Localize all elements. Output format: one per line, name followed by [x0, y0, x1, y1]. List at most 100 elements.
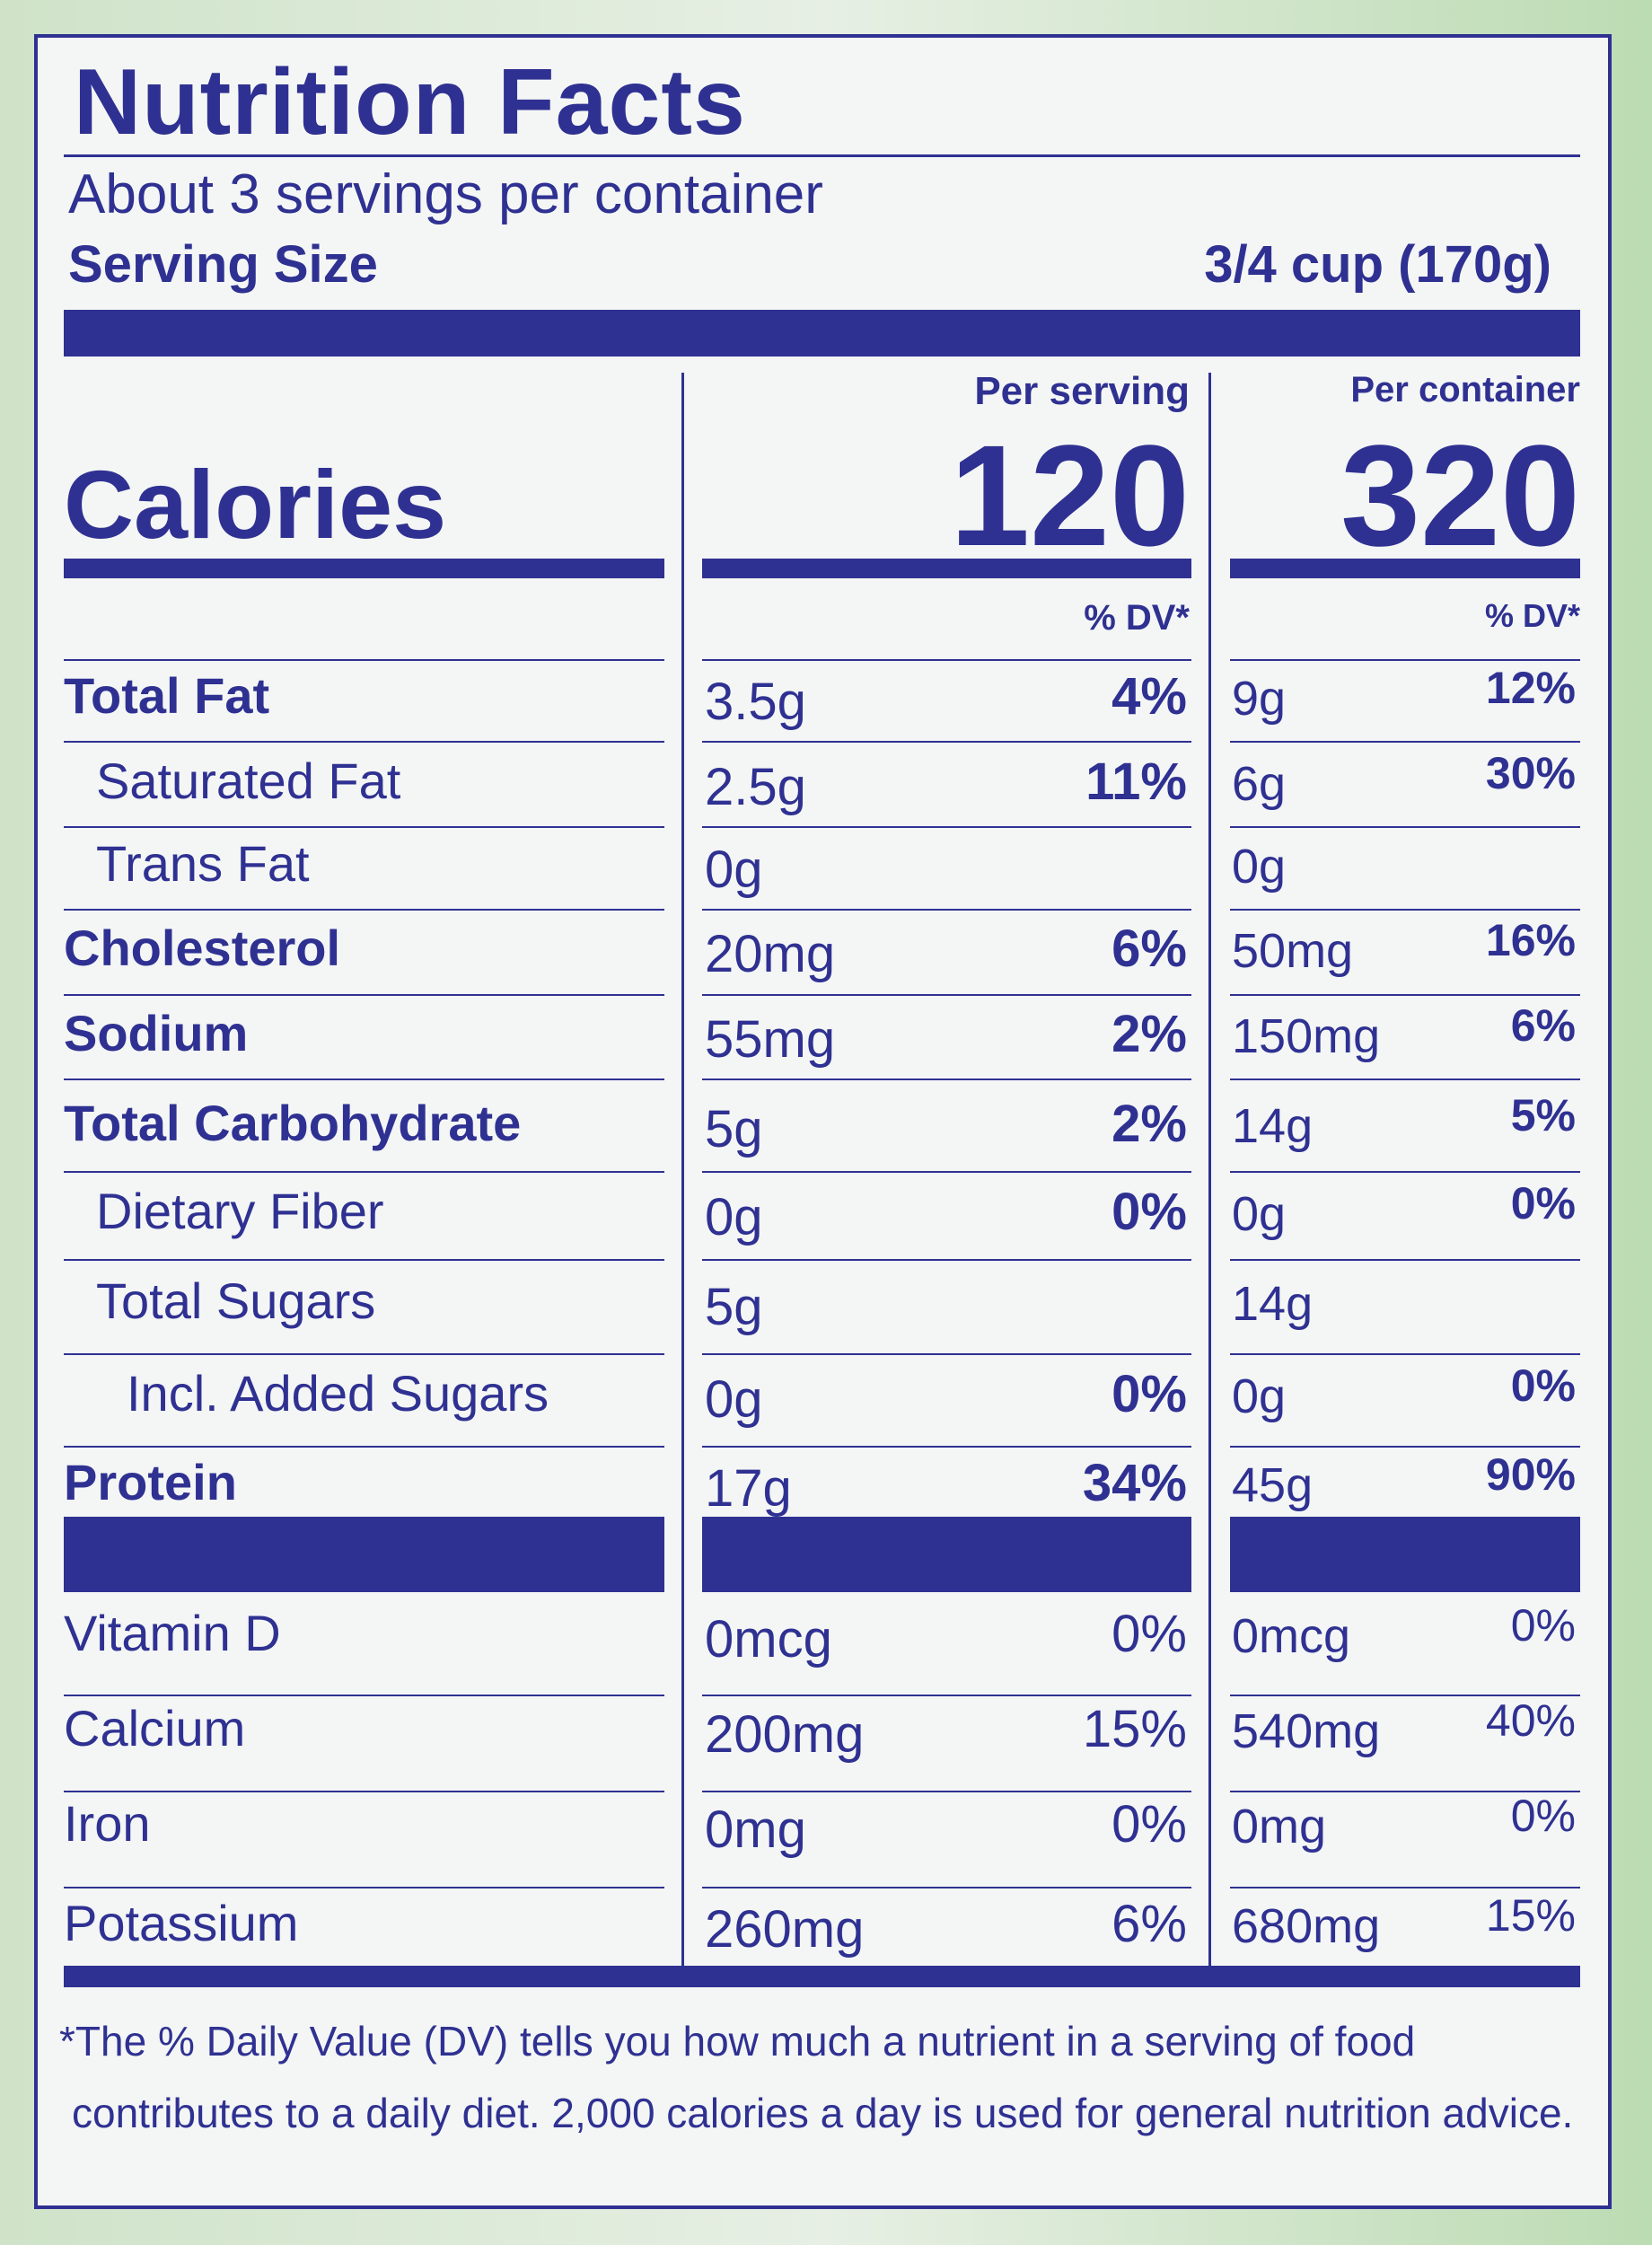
rule	[702, 1078, 1191, 1080]
container-dv: 0%	[1510, 1178, 1576, 1228]
calories-serving: 120	[950, 415, 1190, 576]
calories-container: 320	[1340, 415, 1580, 576]
rule	[64, 1887, 664, 1888]
rule	[1230, 909, 1580, 911]
rule	[64, 154, 1580, 157]
serving-dv: 2%	[1112, 1005, 1187, 1063]
rule	[1230, 1695, 1580, 1696]
container-amount: 0g	[1232, 1369, 1287, 1423]
container-amount: 540mg	[1232, 1704, 1381, 1758]
serving-amount: 0g	[705, 1188, 763, 1246]
rule	[702, 994, 1191, 996]
rule	[702, 1446, 1191, 1448]
rule	[64, 909, 664, 911]
rule	[1230, 1887, 1580, 1888]
container-amount: 9g	[1232, 672, 1287, 726]
rule	[64, 1695, 664, 1696]
serving-amount: 200mg	[705, 1705, 865, 1764]
container-dv: 15%	[1485, 1890, 1576, 1941]
thick-bar	[64, 1517, 664, 1592]
serving-amount: 17g	[705, 1459, 792, 1518]
label-panel	[34, 34, 1612, 2209]
serving-dv: 4%	[1112, 667, 1187, 726]
nutrient-name: Protein	[64, 1454, 237, 1510]
footnote: contributes to a daily diet. 2,000 calor…	[72, 2090, 1574, 2136]
container-amount: 0mg	[1232, 1800, 1327, 1853]
container-dv: 0%	[1510, 1791, 1576, 1841]
serving-dv: 2%	[1112, 1095, 1187, 1153]
rule	[64, 1171, 664, 1173]
nutrient-name: Total Carbohydrate	[64, 1095, 522, 1151]
serving-dv: 6%	[1112, 1895, 1187, 1953]
rule	[1230, 994, 1580, 996]
calories-label: Calories	[64, 450, 447, 559]
rule	[702, 659, 1191, 661]
rule	[1230, 1353, 1580, 1355]
serving-dv: 34%	[1082, 1454, 1187, 1512]
rule	[1230, 741, 1580, 743]
rule	[702, 1695, 1191, 1696]
rule	[64, 994, 664, 996]
container-dv: 16%	[1485, 915, 1576, 965]
rule	[1230, 1791, 1580, 1792]
thick-bar	[1230, 1517, 1580, 1592]
serving-dv: 6%	[1112, 920, 1187, 978]
container-amount: 0g	[1232, 840, 1287, 894]
container-amount: 14g	[1232, 1099, 1314, 1153]
rule	[64, 1446, 664, 1448]
rule	[702, 1887, 1191, 1888]
thick-bar	[1230, 559, 1580, 578]
rule	[64, 826, 664, 828]
thick-bar	[64, 559, 664, 578]
nutrient-name: Potassium	[64, 1895, 299, 1951]
rule	[702, 1353, 1191, 1355]
per-container-header: Per container	[1350, 370, 1580, 409]
thick-bar	[702, 559, 1191, 578]
nutrient-name: Dietary Fiber	[96, 1183, 384, 1239]
rule	[64, 659, 664, 661]
per-serving-header: Per serving	[974, 369, 1190, 413]
title: Nutrition Facts	[74, 50, 746, 154]
serving-amount: 0g	[705, 841, 763, 899]
container-amount: 680mg	[1232, 1899, 1381, 1953]
dv-header: % DV*	[1484, 597, 1580, 634]
serving-dv: 0%	[1112, 1365, 1187, 1423]
serving-dv: 11%	[1085, 753, 1187, 811]
nutrient-name: Iron	[64, 1795, 151, 1852]
serving-amount: 3.5g	[705, 673, 806, 731]
nutrient-name: Total Sugars	[96, 1272, 376, 1329]
container-dv: 30%	[1485, 748, 1576, 798]
thick-bar	[64, 1966, 1580, 1987]
rule	[702, 1259, 1191, 1261]
serving-dv: 0%	[1112, 1605, 1187, 1663]
container-dv: 12%	[1485, 663, 1576, 713]
rule	[702, 741, 1191, 743]
serving-amount: 260mg	[705, 1900, 865, 1959]
serving-amount: 55mg	[705, 1010, 836, 1069]
container-amount: 14g	[1232, 1277, 1314, 1331]
container-dv: 0%	[1510, 1600, 1576, 1651]
container-amount: 6g	[1232, 757, 1287, 811]
rule	[64, 741, 664, 743]
container-amount: 45g	[1232, 1458, 1314, 1512]
nutrient-name: Saturated Fat	[96, 753, 401, 809]
nutrient-name: Vitamin D	[64, 1605, 281, 1661]
rule	[702, 826, 1191, 828]
thick-bar	[702, 1517, 1191, 1592]
nutrient-name: Total Fat	[64, 667, 270, 724]
nutrient-name: Trans Fat	[96, 835, 310, 892]
serving-amount: 5g	[705, 1278, 763, 1336]
serving-size: 3/4 cup (170g)	[1204, 235, 1551, 294]
serving-dv: 15%	[1082, 1700, 1187, 1758]
rule	[64, 1259, 664, 1261]
rule	[702, 1791, 1191, 1792]
container-dv: 5%	[1510, 1090, 1576, 1140]
serving-amount: 2.5g	[705, 758, 806, 816]
container-dv: 6%	[1510, 1000, 1576, 1051]
container-amount: 0mcg	[1232, 1609, 1351, 1663]
rule	[1230, 826, 1580, 828]
thick-bar	[64, 310, 1580, 357]
nutrient-name: Calcium	[64, 1700, 246, 1756]
serving-amount: 0mcg	[705, 1610, 832, 1668]
